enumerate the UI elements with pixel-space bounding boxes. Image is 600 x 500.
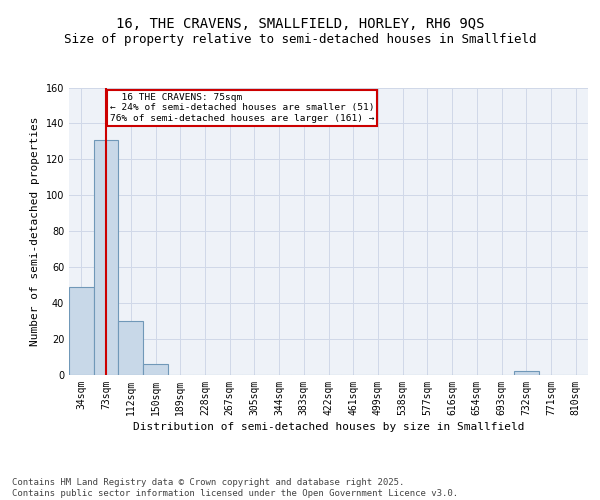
Bar bbox=[69, 287, 94, 375]
Text: Contains HM Land Registry data © Crown copyright and database right 2025.
Contai: Contains HM Land Registry data © Crown c… bbox=[12, 478, 458, 498]
Text: Size of property relative to semi-detached houses in Smallfield: Size of property relative to semi-detach… bbox=[64, 32, 536, 46]
X-axis label: Distribution of semi-detached houses by size in Smallfield: Distribution of semi-detached houses by … bbox=[133, 422, 524, 432]
Text: 16, THE CRAVENS, SMALLFIELD, HORLEY, RH6 9QS: 16, THE CRAVENS, SMALLFIELD, HORLEY, RH6… bbox=[116, 18, 484, 32]
Bar bbox=[94, 140, 118, 375]
Text: 16 THE CRAVENS: 75sqm
← 24% of semi-detached houses are smaller (51)
76% of semi: 16 THE CRAVENS: 75sqm ← 24% of semi-deta… bbox=[110, 93, 374, 122]
Bar bbox=[143, 364, 168, 375]
Y-axis label: Number of semi-detached properties: Number of semi-detached properties bbox=[30, 116, 40, 346]
Bar bbox=[118, 321, 143, 375]
Bar bbox=[514, 372, 539, 375]
